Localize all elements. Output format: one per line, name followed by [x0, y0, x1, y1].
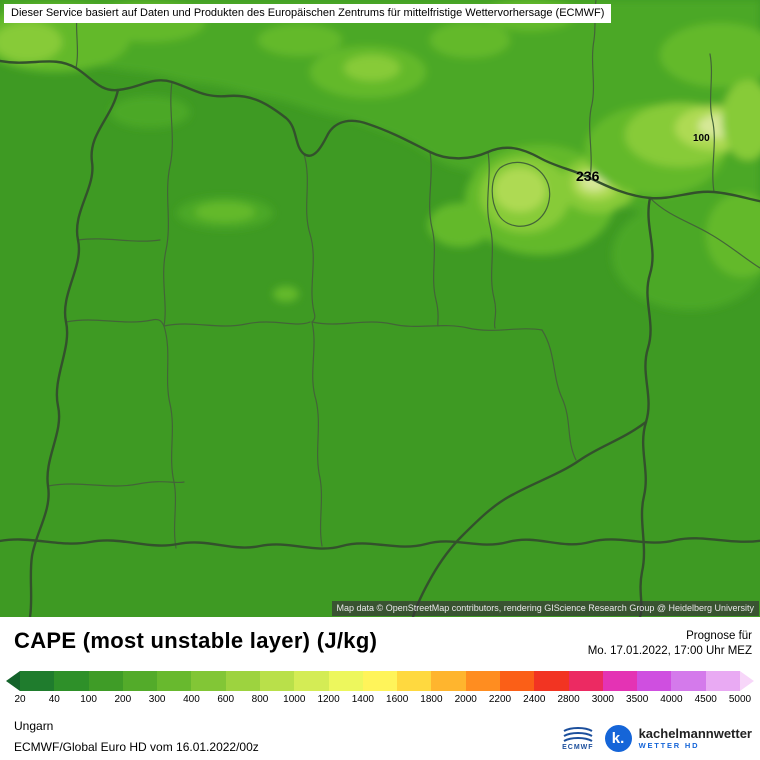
- model-info: ECMWF/Global Euro HD vom 16.01.2022/00z: [14, 740, 259, 754]
- page-title: CAPE (most unstable layer) (J/kg): [14, 628, 378, 653]
- colorbar-segment: [465, 671, 500, 691]
- colorbar-segment: [88, 671, 123, 691]
- colorbar-segment: [431, 671, 466, 691]
- ecmwf-waves-icon: [563, 726, 593, 742]
- logos: ECMWF k. kachelmannwetter WETTER HD: [562, 725, 752, 754]
- colorbar-tick-label: 2400: [523, 694, 546, 705]
- colorbar-tick-label: 3000: [591, 694, 614, 705]
- colorbar-tick-label: 400: [183, 694, 200, 705]
- footer-meta: Ungarn ECMWF/Global Euro HD vom 16.01.20…: [14, 719, 259, 754]
- ecmwf-logo: ECMWF: [562, 726, 594, 751]
- colorbar-segment: [328, 671, 363, 691]
- colorbar-tick-label: 800: [251, 694, 269, 705]
- colorbar-segment: [362, 671, 398, 691]
- colorbar-tick-label: 100: [80, 694, 97, 705]
- map-area: Dieser Service basiert auf Daten und Pro…: [0, 0, 760, 617]
- colorbar-segment: [20, 671, 55, 691]
- ecmwf-disclaimer-banner: Dieser Service basiert auf Daten und Pro…: [4, 4, 612, 23]
- colorbar-tick-label: 300: [148, 694, 166, 705]
- colorbar-tick-label: 3500: [626, 694, 649, 705]
- colorbar-tick-label: 4000: [660, 694, 683, 705]
- colorbar-segment: [534, 671, 569, 691]
- colorbar-segment: [568, 671, 603, 691]
- colorbar-tick-label: 1400: [351, 694, 374, 705]
- forecast-time: Mo. 17.01.2022, 17:00 Uhr MEZ: [587, 645, 752, 657]
- map-attribution: Map data © OpenStreetMap contributors, r…: [331, 601, 759, 616]
- colorbar-segment: [225, 671, 260, 691]
- forecast-label: Prognose für: [686, 630, 752, 642]
- colorbar-wrap: 20 40 100 200 300 400 600 800 1000 1200 1400 1600 18…: [6, 671, 754, 707]
- cape-value-label: 236: [576, 168, 600, 184]
- colorbar-tick-label: 40: [48, 694, 60, 705]
- ecmwf-logo-label: ECMWF: [562, 743, 594, 751]
- colorbar-tick-label: 2000: [454, 694, 477, 705]
- colorbar-segment: [259, 671, 295, 691]
- kachelmann-circle-icon: k.: [604, 725, 632, 752]
- footer-header-row: CAPE (most unstable layer) (J/kg) Progno…: [0, 617, 760, 659]
- colorbar-tick-label: 600: [217, 694, 235, 705]
- colorbar-tick-label: 1800: [420, 694, 443, 705]
- colorbar-segment: [671, 671, 706, 691]
- colorbar-tick-label: 5000: [728, 694, 752, 705]
- colorbar-tick-label: 200: [114, 694, 132, 705]
- colorbar: [6, 671, 754, 691]
- footer: CAPE (most unstable layer) (J/kg) Progno…: [0, 617, 760, 760]
- colorbar-tick-label: 1200: [317, 694, 340, 705]
- cape-value-label: 100: [693, 133, 710, 144]
- colorbar-segment: [122, 671, 158, 691]
- colorbar-segment: [54, 671, 89, 691]
- kachelmann-name: kachelmannwetter: [638, 725, 752, 741]
- colorbar-tick-label: 1000: [283, 694, 306, 705]
- colorbar-segment: [499, 671, 535, 691]
- colorbar-arrow-left: [6, 671, 20, 691]
- cape-map: [0, 0, 760, 617]
- kachelmann-subtitle: WETTER HD: [638, 741, 700, 751]
- colorbar-arrow-right: [739, 671, 754, 691]
- colorbar-tick-label: 2800: [557, 694, 580, 705]
- colorbar-segment: [191, 671, 226, 691]
- kachelmann-logo: k. kachelmannwetter WETTER HD: [604, 725, 752, 752]
- colorbar-tick-label: 1600: [386, 694, 409, 705]
- colorbar-segment: [705, 671, 740, 691]
- kachelmann-wordmark: kachelmannwetter WETTER HD: [639, 727, 752, 751]
- colorbar-segment: [157, 671, 192, 691]
- colorbar-segment: [602, 671, 638, 691]
- colorbar-tick-label: 4500: [694, 694, 717, 705]
- colorbar-segment: [397, 671, 432, 691]
- colorbar-tick-label: 20: [14, 694, 26, 705]
- region-label: Ungarn: [14, 719, 54, 733]
- colorbar-segment: [637, 671, 672, 691]
- colorbar-segment: [294, 671, 329, 691]
- colorbar-ticks: 20 40 100 200 300 400 600 800 1000 1200 1400 1600 18…: [6, 694, 754, 707]
- colorbar-tick-label: 2200: [488, 694, 512, 705]
- footer-bottom-row: Ungarn ECMWF/Global Euro HD vom 16.01.20…: [0, 707, 760, 754]
- forecast-info: Prognose für Mo. 17.01.2022, 17:00 Uhr M…: [588, 629, 754, 659]
